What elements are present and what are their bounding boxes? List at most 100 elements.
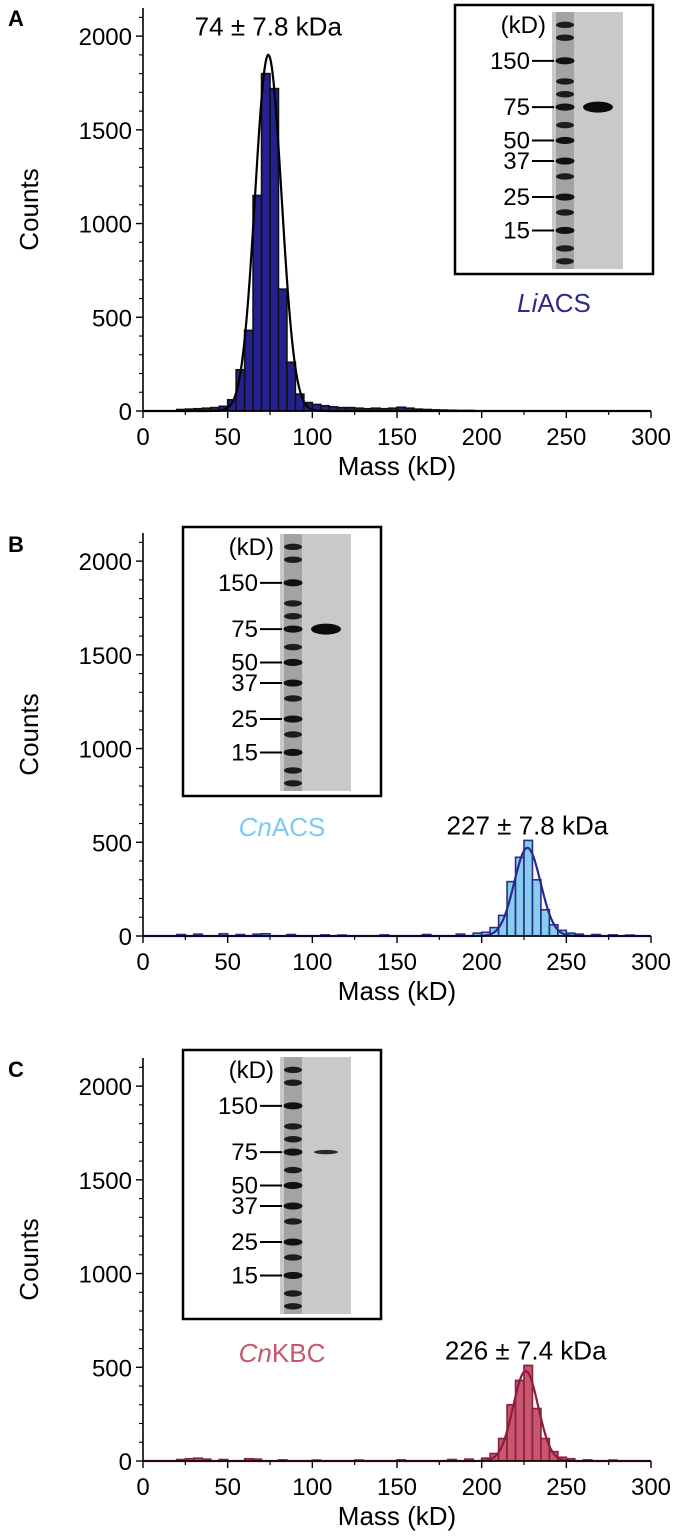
x-tick-label: 300 [631,949,671,976]
histogram-bar [243,329,254,412]
ladder-band [283,1238,303,1246]
y-tick-label: 1500 [79,643,132,670]
ladder-band [283,1148,303,1156]
y-axis-title: Counts [14,168,44,250]
y-tick-label: 0 [119,399,132,426]
x-tick-label: 300 [631,1474,671,1501]
ladder-band [555,193,575,201]
ladder-marker-label: 150 [218,1093,258,1120]
x-axis-title: Mass (kD) [338,976,456,1006]
ladder-band [283,1102,303,1110]
ladder-band [283,658,303,667]
x-tick-label: 100 [292,424,332,451]
x-tick-label: 200 [462,1474,502,1501]
x-axis-title: Mass (kD) [338,1501,456,1531]
ladder-marker-label: 37 [231,670,258,697]
ladder-marker-label: 15 [231,739,258,766]
peak-mass-annotation: 227 ± 7.8 kDa [447,810,609,840]
ladder-band [555,136,575,145]
gel-lane-label: LiACS [517,288,591,318]
gel-lane-label: CnACS [239,812,326,842]
ladder-marker-label: 75 [231,1139,258,1166]
ladder-marker-label: 25 [231,1229,258,1256]
ladder-marker-label: 150 [490,48,530,75]
ladder-band [284,643,302,651]
y-tick-label: 1000 [79,212,132,239]
ladder-band [283,579,303,587]
ladder-band [284,543,302,551]
x-tick-label: 200 [462,424,502,451]
ladder-band [556,209,574,216]
y-tick-label: 0 [119,924,132,951]
gel-lane-label-rest: ACS [272,812,325,842]
ladder-band [555,57,575,65]
y-tick-label: 1500 [79,118,132,145]
ladder-band [555,226,575,235]
gel-unit-label: (kD) [229,1057,274,1084]
ladder-marker-label: 50 [231,650,258,677]
ladder-band [284,1254,302,1261]
panel-label: C [8,1057,24,1082]
gaussian-fit-line [143,846,651,938]
y-tick-label: 500 [92,830,132,857]
ladder-band [556,258,574,265]
ladder-band [556,91,574,98]
x-tick-label: 50 [214,424,241,451]
x-tick-label: 150 [377,949,417,976]
panel-b: B 0 50 100 150 200 250 300 0 500 1000 1500 2000 Mass … [8,525,671,1006]
ladder-band [283,715,303,723]
ladder-marker-label: 15 [231,1262,258,1289]
x-tick-label: 50 [214,1474,241,1501]
histogram-bar [252,194,263,412]
ladder-band [284,731,302,738]
y-tick-label: 2000 [79,24,132,51]
ladder-marker-label: 15 [503,217,530,244]
y-tick-label: 2000 [79,549,132,576]
x-tick-label: 150 [377,424,417,451]
peak-mass-annotation: 226 ± 7.4 kDa [445,1335,607,1365]
ladder-marker-label: 50 [503,128,530,155]
histogram-bar [277,288,288,412]
peak-mass-annotation: 74 ± 7.8 kDa [195,12,343,42]
ladder-band [284,1166,302,1174]
ladder-band [283,625,303,633]
ladder-band [556,21,574,29]
gel-lane-label: CnKBC [239,1338,326,1368]
panel-a: A 0 50 100 150 200 250 300 0 500 1000 1500 2000 Mass … [8,3,671,481]
x-tick-label: 300 [631,424,671,451]
x-tick-label: 0 [136,949,149,976]
x-tick-label: 250 [546,949,586,976]
y-tick-label: 500 [92,305,132,332]
ladder-band [284,1218,302,1225]
ladder-band [283,1202,303,1210]
histogram-bar [260,72,271,412]
gaussian-fit-line [143,1369,651,1463]
ladder-band [284,556,302,563]
ladder-band [555,157,575,165]
protein-band [583,101,613,113]
gel-unit-label: (kD) [501,12,546,39]
x-axis-title: Mass (kD) [338,451,456,481]
y-tick-label: 0 [119,1449,132,1476]
ladder-marker-label: 37 [231,1193,258,1220]
y-axis-title: Counts [14,1218,44,1300]
ladder-band [556,34,574,41]
gel-lane-label-rest: KBC [272,1338,325,1368]
y-tick-label: 1500 [79,1168,132,1195]
x-tick-label: 0 [136,424,149,451]
x-tick-label: 150 [377,1474,417,1501]
x-tick-label: 100 [292,949,332,976]
ladder-marker-label: 25 [231,706,258,733]
gel-lane-label-italic: Cn [239,812,272,842]
protein-band [311,623,341,635]
ladder-band [284,695,302,702]
ladder-band [555,103,575,111]
ladder-band [556,78,574,85]
y-tick-label: 1000 [79,1262,132,1289]
ladder-marker-label: 37 [503,148,530,175]
panel-label: B [8,532,24,557]
x-tick-label: 50 [214,949,241,976]
ladder-band [283,748,303,757]
